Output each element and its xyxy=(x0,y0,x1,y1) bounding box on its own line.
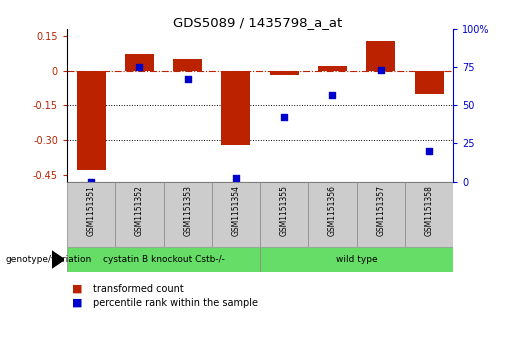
Bar xyxy=(260,247,453,272)
Point xyxy=(425,148,433,154)
Bar xyxy=(366,41,396,71)
Point xyxy=(87,179,95,184)
Point xyxy=(376,67,385,73)
Bar xyxy=(173,59,202,71)
Text: GSM1151352: GSM1151352 xyxy=(135,185,144,236)
Point xyxy=(183,77,192,82)
Bar xyxy=(221,71,250,144)
Text: genotype/variation: genotype/variation xyxy=(5,255,91,264)
Bar xyxy=(270,71,299,75)
Text: transformed count: transformed count xyxy=(93,284,183,294)
Bar xyxy=(318,66,347,71)
Text: GSM1151353: GSM1151353 xyxy=(183,185,192,236)
Text: percentile rank within the sample: percentile rank within the sample xyxy=(93,298,258,308)
Text: GSM1151354: GSM1151354 xyxy=(231,185,241,236)
Bar xyxy=(415,71,443,94)
Text: GSM1151357: GSM1151357 xyxy=(376,185,385,236)
Bar xyxy=(405,182,453,247)
Bar xyxy=(356,182,405,247)
Text: ■: ■ xyxy=(72,298,82,308)
Text: cystatin B knockout Cstb-/-: cystatin B knockout Cstb-/- xyxy=(102,255,225,264)
Bar xyxy=(77,71,106,170)
Text: GSM1151351: GSM1151351 xyxy=(87,185,96,236)
Point xyxy=(280,115,288,121)
Point xyxy=(232,176,240,182)
Bar xyxy=(163,182,212,247)
Text: GSM1151356: GSM1151356 xyxy=(328,185,337,236)
Bar xyxy=(115,182,163,247)
Point xyxy=(135,64,144,70)
Bar xyxy=(308,182,356,247)
Bar xyxy=(67,182,115,247)
Text: GSM1151355: GSM1151355 xyxy=(280,185,289,236)
Text: wild type: wild type xyxy=(336,255,377,264)
Bar xyxy=(67,247,260,272)
Text: ■: ■ xyxy=(72,284,82,294)
Bar xyxy=(212,182,260,247)
Bar xyxy=(125,54,154,71)
Text: GSM1151358: GSM1151358 xyxy=(424,185,434,236)
Point xyxy=(329,92,337,98)
Polygon shape xyxy=(52,251,64,268)
Bar xyxy=(260,182,308,247)
Text: GDS5089 / 1435798_a_at: GDS5089 / 1435798_a_at xyxy=(173,16,342,29)
